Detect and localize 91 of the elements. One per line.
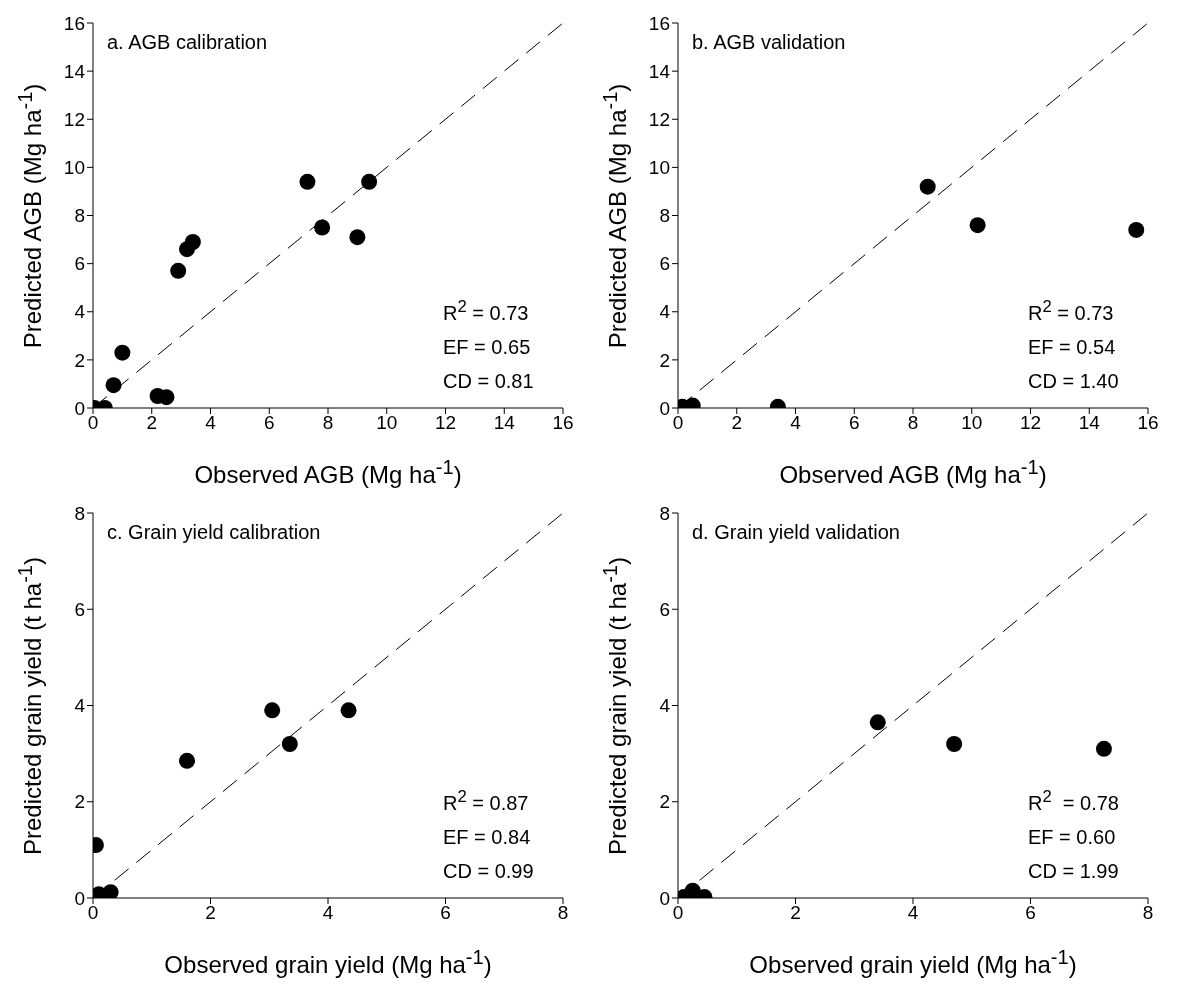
point: [114, 344, 131, 361]
y-tick-label: 0: [74, 887, 85, 909]
x-tick-label: 6: [263, 412, 275, 434]
point: [299, 173, 316, 190]
x-tick-label: 16: [552, 412, 574, 434]
chart-title: b. AGB validation: [692, 31, 846, 54]
point: [340, 702, 357, 719]
annotation: CD = 0.81: [443, 368, 534, 394]
y-tick-label: 2: [74, 349, 85, 371]
point: [170, 262, 187, 279]
y-tick-label: 8: [74, 502, 85, 524]
y-tick-label: 8: [74, 205, 85, 227]
x-tick-label: 8: [907, 412, 919, 434]
x-tick-label: 6: [440, 902, 451, 924]
point: [969, 217, 986, 234]
x-axis-title: Observed grain yield (Mg ha$^{-1}$): [748, 946, 1078, 979]
x-axis-title: Observed AGB (Mg ha$^{-1}$): [778, 456, 1048, 489]
x-tick-label: 4: [205, 412, 217, 434]
y-tick-label: 4: [74, 301, 86, 323]
y-tick-label: 8: [659, 205, 670, 227]
point: [314, 219, 331, 236]
y-tick-label: 16: [63, 12, 85, 34]
point: [105, 377, 122, 394]
point: [1095, 740, 1112, 757]
point: [281, 736, 298, 752]
y-tick-label: 0: [659, 887, 670, 909]
annotation: EF = 0.54: [1028, 334, 1117, 360]
x-tick-label: 12: [434, 412, 457, 434]
x-tick-label: 14: [1078, 412, 1101, 434]
x-tick-label: 16: [1137, 412, 1159, 434]
point: [361, 173, 378, 190]
annotation: EF = 0.84: [443, 824, 532, 850]
y-tick-label: 0: [74, 397, 85, 419]
point: [349, 229, 366, 246]
point: [946, 736, 963, 752]
x-axis-title: Observed grain yield (Mg ha$^{-1}$): [163, 946, 493, 979]
y-tick-label: 4: [659, 695, 671, 717]
annotation: R$^{2}$ = 0.78: [1028, 786, 1119, 816]
x-tick-label: 4: [322, 902, 334, 924]
y-tick-label: 8: [659, 502, 670, 524]
y-tick-label: 12: [63, 109, 85, 130]
y-tick-label: 2: [74, 791, 85, 813]
annotation: CD = 1.99: [1028, 858, 1119, 884]
y-tick-label: 2: [659, 791, 670, 813]
point: [919, 178, 936, 195]
x-tick-label: 2: [790, 902, 801, 924]
y-tick-label: 6: [74, 598, 85, 620]
y-tick-label: 2: [659, 349, 670, 371]
point: [179, 752, 195, 769]
annotation: R$^{2}$ = 0.73: [443, 296, 530, 326]
annotation: EF = 0.60: [1028, 824, 1117, 850]
x-axis-title: Observed AGB (Mg ha$^{-1}$): [193, 456, 463, 489]
x-tick-label: 2: [205, 902, 216, 924]
x-tick-label: 8: [1142, 902, 1154, 924]
y-tick-label: 12: [648, 109, 670, 130]
y-tick-label: 6: [659, 253, 670, 275]
y-tick-label: 10: [63, 157, 85, 179]
x-tick-label: 2: [146, 412, 158, 434]
annotation: CD = 0.99: [443, 858, 534, 884]
chart-title: a. AGB calibration: [107, 31, 268, 54]
x-tick-label: 14: [493, 412, 516, 434]
point: [869, 714, 886, 731]
y-tick-label: 4: [659, 301, 671, 323]
x-tick-label: 10: [961, 412, 983, 434]
x-tick-label: 4: [907, 902, 919, 924]
x-tick-label: 6: [1025, 902, 1036, 924]
y-tick-label: 14: [63, 60, 86, 82]
x-tick-label: 8: [322, 412, 334, 434]
y-tick-label: 14: [648, 60, 671, 82]
x-tick-label: 4: [790, 412, 802, 434]
y-tick-label: 16: [648, 12, 670, 34]
x-tick-label: 6: [848, 412, 860, 434]
annotation: R$^{2}$ = 0.87: [443, 786, 530, 816]
annotation: R$^{2}$ = 0.73: [1028, 296, 1115, 326]
chart-title: c. Grain yield calibration: [107, 521, 321, 544]
x-tick-label: 10: [376, 412, 398, 434]
y-tick-label: 0: [659, 397, 670, 419]
chart-title: d. Grain yield validation: [692, 521, 900, 544]
y-tick-label: 6: [74, 253, 85, 275]
point: [264, 702, 281, 719]
y-tick-label: 6: [659, 598, 670, 620]
annotation: EF = 0.65: [443, 334, 532, 360]
x-tick-label: 12: [1019, 412, 1042, 434]
x-tick-label: 8: [557, 902, 569, 924]
point: [102, 884, 119, 898]
x-tick-label: 2: [731, 412, 743, 434]
point: [1128, 221, 1145, 238]
y-tick-label: 4: [74, 695, 86, 717]
annotation: CD = 1.40: [1028, 368, 1119, 394]
point: [184, 233, 201, 250]
y-tick-label: 10: [648, 157, 670, 179]
